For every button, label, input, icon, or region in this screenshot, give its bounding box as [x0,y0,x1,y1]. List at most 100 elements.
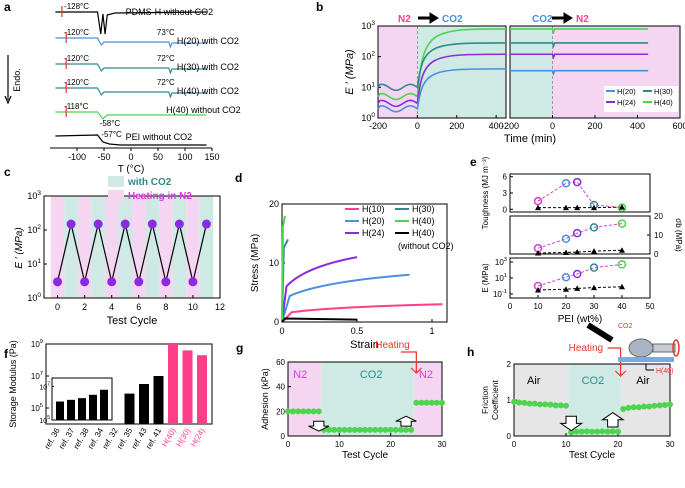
x-tick-label: 600 [672,121,685,131]
x-tick-label: 6 [136,302,141,312]
y-axis-label: σb (MPa) [674,218,683,252]
adhesion-point [351,426,358,433]
region-label: CO2 [582,375,605,387]
friction-point [589,428,595,435]
friction-point [615,428,621,435]
legend-swatch-co2 [108,176,124,187]
tg-label: -57°C [101,130,122,139]
without-co2-point [563,286,569,292]
legend-label: H(30) [412,204,435,214]
data-point [589,263,599,272]
y-tick-label: 0 [274,317,279,327]
x-tick-label: 8 [163,302,168,312]
adhesion-point [331,426,338,433]
x-tick-label: 30 [666,440,675,449]
y-tick-label: 105 [31,403,43,413]
tg-label: 72°C [157,78,175,87]
plot-frame [509,257,651,299]
series-line-right [510,69,649,77]
substrate-film [618,357,674,362]
friction-point [526,400,533,407]
x-tick-label: 4 [109,302,114,312]
friction-point [547,401,554,408]
x-tick-label: 2 [82,302,87,312]
x-tick-label: 10 [534,302,543,311]
cycle-point [80,277,90,287]
cycle-point [188,277,198,287]
tg-label: -128°C [64,2,89,11]
co2-stripe [118,196,132,298]
adhesion-point [433,399,440,406]
friction-point [594,428,601,435]
heating-arrowhead [410,367,422,374]
x-tick-label: 0 [128,152,133,162]
y-tick-label: 2 [507,360,512,369]
adhesion-point [418,399,425,406]
adhesion-point [356,426,363,433]
heating-arrowhead [614,370,627,377]
legend-label: Heating in N2 [128,191,192,202]
data-point [617,219,627,228]
y-tick-label: 102 [27,224,41,235]
trend-line [537,223,623,249]
plot-frame [377,25,507,119]
gas-label: CO2 [442,14,463,25]
legend-label: with CO2 [127,177,172,188]
y-axis-label: Friction [480,386,490,414]
x-tick-label: 30 [438,440,447,449]
cycle-point [53,277,63,287]
without-co2-point [574,204,581,211]
data-point [572,177,582,187]
cycle-point [66,219,76,229]
bar-reference [89,394,97,420]
friction-point [578,428,585,435]
legend-label: H(40) [412,216,435,226]
probe-arm [652,343,676,353]
x-tick-label: 12 [215,302,225,312]
heating-annotation: Heating [375,340,409,351]
panel-label-b: b [316,0,323,14]
adhesion-point [336,426,343,433]
legend-label: (without CO2) [398,241,454,251]
dsc-curve [55,11,207,35]
adhesion-point [387,426,394,433]
adhesion-point [382,426,389,433]
friction-point [521,399,528,406]
cycle-point [201,219,211,229]
inset-tick-label: 105 [39,415,50,425]
co2-stripe [145,196,160,298]
stress-strain-curve [281,303,443,323]
without-co2-point [619,283,625,290]
cycle-point [107,277,117,287]
y-axis-label: Storage Modulus (Pa) [8,340,18,428]
trend-line [537,286,623,291]
co2-region [417,26,506,118]
bar-reference [124,393,135,424]
friction-point [511,398,517,405]
x-tick-label: 0 [508,302,513,311]
adhesion-point [315,408,322,415]
cycle-point [147,219,157,229]
y-axis-label: Endo. [12,68,22,92]
plot-frame [287,361,443,437]
adhesion-point [413,399,420,406]
x-tick-label: -50 [97,152,110,162]
endo-arrowhead [4,95,12,105]
x-tick-label: 0 [415,121,420,131]
adhesion-point [397,426,404,433]
x-tick-label: 20 [386,440,395,449]
cycle-point [134,277,144,287]
heating-annotation: Heating [569,343,603,354]
x-tick-label: 50 [153,152,163,162]
y-tick-label: 103 [27,190,41,201]
gas-arrowhead [429,12,439,24]
series-line-left [377,53,507,108]
y-tick-label: 60 [276,358,285,367]
x-tick-label: 0 [55,302,60,312]
panel-label-h: h [467,345,474,359]
friction-point [563,402,569,409]
without-co2-point [574,249,581,255]
x-tick-label: 0 [279,326,284,336]
y-axis-label: Coefficient [490,379,500,420]
panel-label-e: e [470,155,477,169]
